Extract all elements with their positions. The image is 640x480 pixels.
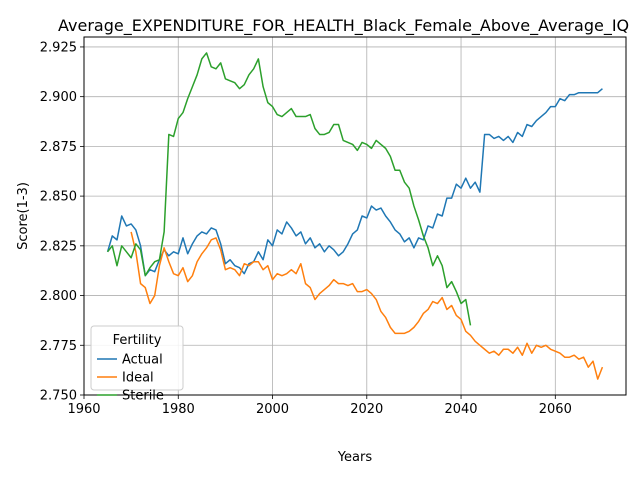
legend-label-sterile: Sterile [122, 389, 164, 404]
series-line-actual [106, 88, 603, 277]
legend-items: Actual Ideal Sterile [97, 353, 164, 404]
grid-lines [83, 37, 626, 396]
legend-title: Fertility [113, 333, 162, 348]
y-tick-label: 2.750 [40, 389, 77, 404]
y-tick-label: 2.850 [40, 190, 77, 205]
y-tick-label: 2.775 [40, 339, 77, 354]
legend-box [90, 325, 184, 391]
x-axis: 1960 1980 2000 2020 2040 2060 [67, 395, 572, 417]
series-line-ideal [130, 231, 604, 380]
x-tick-label: 2020 [350, 402, 383, 417]
y-axis: 2.750 2.775 2.800 2.825 2.850 2.875 2.900 2.925 [40, 40, 84, 404]
plot-area-frame [83, 36, 627, 396]
y-tick-label: 2.925 [40, 40, 77, 55]
y-tick-label: 2.800 [40, 289, 77, 304]
y-tick-label: 2.900 [40, 90, 77, 105]
x-axis-title: Years [337, 450, 373, 465]
series-line-sterile [106, 52, 472, 326]
y-tick-label: 2.875 [40, 140, 77, 155]
legend-label-actual: Actual [122, 353, 163, 368]
x-tick-label: 2060 [539, 402, 572, 417]
x-tick-label: 2040 [444, 402, 477, 417]
y-tick-label: 2.825 [40, 239, 77, 254]
x-tick-label: 2000 [256, 402, 289, 417]
series-layer [106, 52, 604, 380]
legend: Fertility Actual Ideal Sterile [90, 325, 184, 404]
chart-title: Average_EXPENDITURE_FOR_HEALTH_Black_Fem… [58, 16, 629, 36]
x-tick-label: 1980 [162, 402, 195, 417]
x-tick-label: 1960 [67, 402, 100, 417]
legend-label-ideal: Ideal [122, 371, 154, 386]
y-axis-title: Score(1-3) [16, 182, 31, 250]
